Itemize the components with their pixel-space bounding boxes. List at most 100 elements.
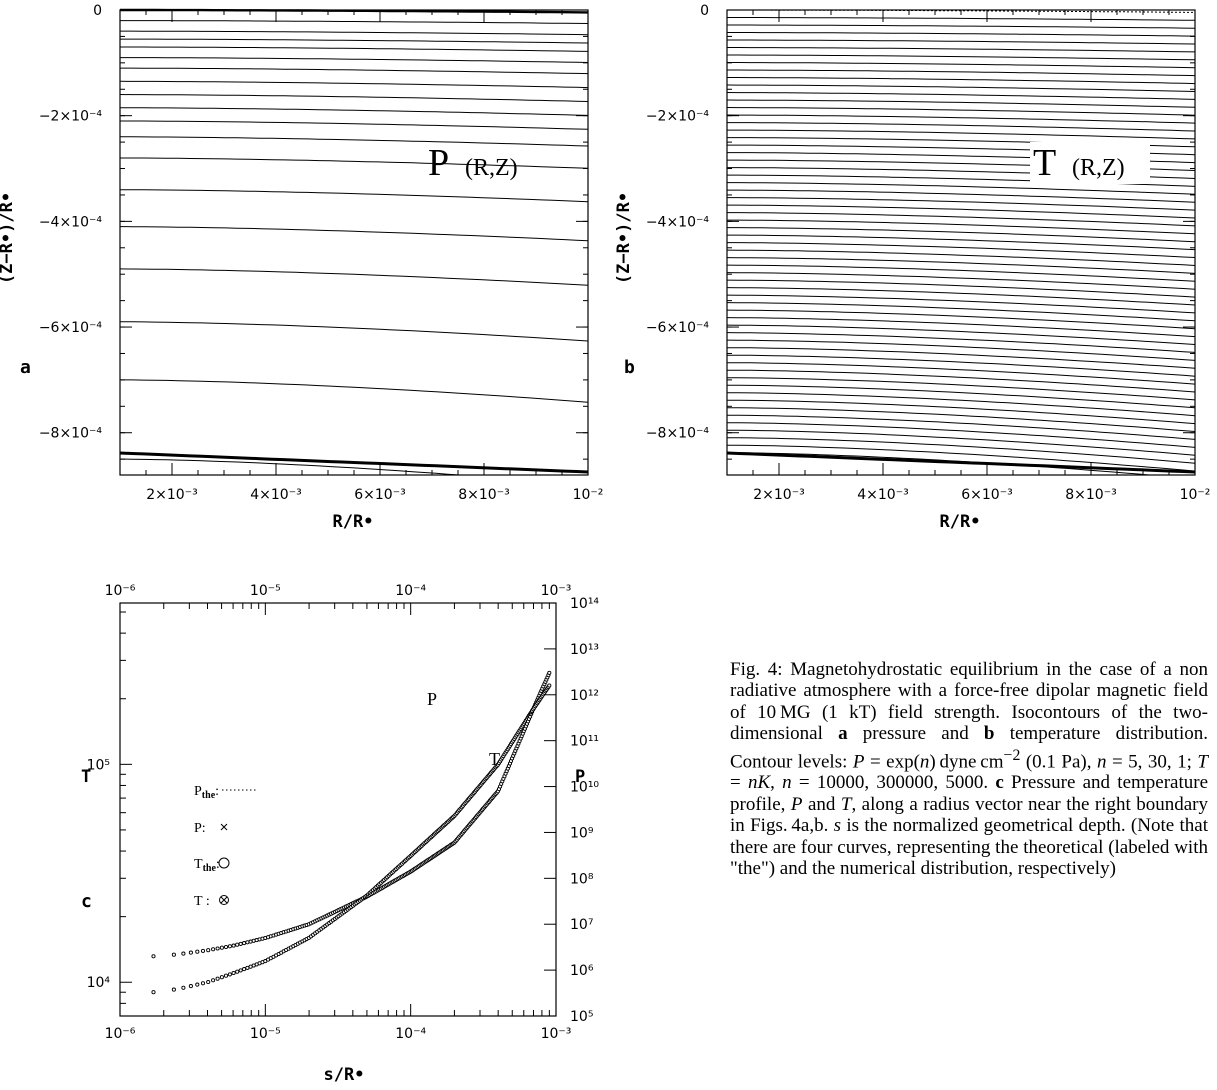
contour-line	[727, 47, 1196, 53]
contour-line	[726, 272, 1196, 290]
t-data-point	[547, 683, 552, 688]
y-tick-label: −6×10⁻⁴	[39, 320, 103, 336]
x-tick-label-top: 10⁻⁴	[395, 583, 426, 599]
panel-a-ylabel: (Z−R•)/R•	[0, 192, 17, 284]
contour-line	[119, 268, 589, 286]
legend-label: Tthe:	[194, 857, 220, 874]
contour-line	[727, 129, 1196, 140]
y-tick-label: −6×10⁻⁴	[646, 320, 710, 336]
x-tick-label-bottom: 10⁻⁴	[395, 1026, 426, 1042]
contour-line	[726, 107, 1196, 116]
p-data-point	[235, 942, 240, 947]
x-tick-label: 2×10⁻³	[146, 487, 197, 503]
legend-circle-cross-inner	[220, 896, 228, 904]
y-right-tick-label: 10¹²	[570, 688, 599, 704]
figure-caption: Fig. 4: Magnetohydrostatic equilibrium i…	[730, 659, 1209, 879]
panel-c-legend: Pthe: P: Tthe: T :	[194, 784, 256, 909]
t-data-point	[151, 990, 156, 995]
p-data-point	[188, 950, 193, 955]
contour-line	[727, 77, 1196, 85]
t-data-point	[242, 967, 247, 972]
y-right-tick-label: 10⁷	[570, 917, 593, 933]
contour-line	[120, 46, 589, 52]
contour-line	[726, 324, 1196, 345]
panel-a-xlabel: R/R•	[333, 512, 374, 532]
contour-line	[727, 197, 1196, 211]
contour-line	[727, 347, 1196, 369]
panel-c-xlabel: s/R•	[324, 1065, 365, 1085]
legend-label: P:	[194, 821, 206, 836]
y-tick-label: 0	[93, 3, 102, 19]
contour-line	[120, 38, 589, 44]
contour-line	[726, 294, 1196, 314]
contour-line	[726, 437, 1196, 464]
legend-circle-cross-symbol	[219, 895, 229, 905]
y-tick-label: 0	[700, 3, 709, 19]
y-tick-label: −8×10⁻⁴	[39, 426, 103, 442]
x-tick-label-top: 10⁻⁵	[250, 583, 281, 599]
y-right-tick-label: 10¹¹	[570, 734, 599, 750]
contour-line	[727, 227, 1196, 243]
contour-line	[120, 57, 589, 63]
contour-line	[727, 39, 1196, 45]
y-tick-label: −8×10⁻⁴	[646, 426, 710, 442]
x-tick-label: 10⁻²	[1180, 487, 1211, 503]
contour-line	[119, 80, 589, 89]
p-data-point	[171, 952, 176, 957]
panel-c-profile-plot: 10⁻⁶10⁻⁶10⁻⁵10⁻⁵10⁻⁴10⁻⁴10⁻³10⁻³10⁵10⁴10…	[81, 583, 599, 1085]
contour-line	[727, 407, 1196, 432]
contour-line	[727, 369, 1196, 393]
contour-line	[726, 287, 1196, 306]
panel-a-inset-label: P	[428, 142, 449, 184]
x-tick-label-bottom: 10⁻⁶	[105, 1026, 136, 1042]
x-tick-label-top: 10⁻⁶	[105, 583, 136, 599]
p-data-point	[231, 943, 236, 948]
contour-line	[726, 444, 1196, 472]
panel-c-left-ylabel: T	[81, 767, 91, 787]
p-data-point	[211, 947, 216, 952]
p-data-point	[238, 941, 243, 946]
contour-line	[727, 242, 1196, 258]
legend-label: Pthe:	[194, 784, 219, 801]
contour-line	[727, 234, 1196, 251]
p-data-point	[200, 948, 206, 953]
y-left-tick-label: 10⁴	[87, 975, 111, 991]
panel-a-pressure-plot: 0 −2×10⁻⁴ −4×10⁻⁴ −6×10⁻⁴ −8×10⁻⁴ 2×10⁻³ 4×10⁻…	[0, 3, 603, 532]
p-data-point	[245, 940, 250, 945]
contour-line	[120, 30, 589, 36]
y-tick-label: −2×10⁻⁴	[39, 109, 103, 125]
panel-b-temperature-plot: 0 −2×10⁻⁴ −4×10⁻⁴ −6×10⁻⁴ −8×10⁻⁴ 2×10⁻³ 4×10⁻…	[614, 3, 1210, 532]
contour-line	[727, 54, 1196, 61]
contour-line	[727, 377, 1196, 401]
contour-line	[120, 189, 589, 203]
contour-line	[120, 157, 589, 169]
contour-line	[726, 332, 1196, 353]
panel-a-ticks: 0 −2×10⁻⁴ −4×10⁻⁴ −6×10⁻⁴ −8×10⁻⁴ 2×10⁻³ 4×10⁻…	[39, 3, 604, 503]
contour-line	[726, 414, 1196, 440]
contour-line	[727, 399, 1196, 425]
panel-c-curve-label-t: T	[489, 749, 500, 769]
contour-line	[726, 84, 1196, 92]
t-data-point	[227, 972, 232, 977]
contour-line	[120, 321, 589, 342]
panel-c-data-points	[151, 670, 552, 995]
contour-line	[726, 302, 1196, 322]
x-tick-label: 10⁻²	[573, 487, 604, 503]
contour-line	[726, 422, 1196, 448]
y-right-tick-label: 10¹⁰	[570, 780, 599, 796]
panel-b-inset-bg	[1030, 142, 1150, 184]
contour-line	[727, 32, 1196, 37]
y-tick-label: −2×10⁻⁴	[646, 109, 710, 125]
contour-line	[727, 354, 1196, 377]
y-right-tick-label: 10¹³	[570, 642, 599, 658]
y-right-tick-label: 10¹⁴	[570, 596, 599, 612]
t-data-point	[215, 976, 220, 981]
t-data-point	[188, 984, 193, 989]
contour-line	[726, 99, 1196, 108]
contour-line	[120, 136, 589, 147]
contour-line	[727, 189, 1196, 203]
contour-line	[726, 92, 1196, 100]
panel-c-frame	[119, 602, 557, 1017]
contour-line	[727, 69, 1196, 77]
panel-a-contours	[119, 8, 589, 476]
